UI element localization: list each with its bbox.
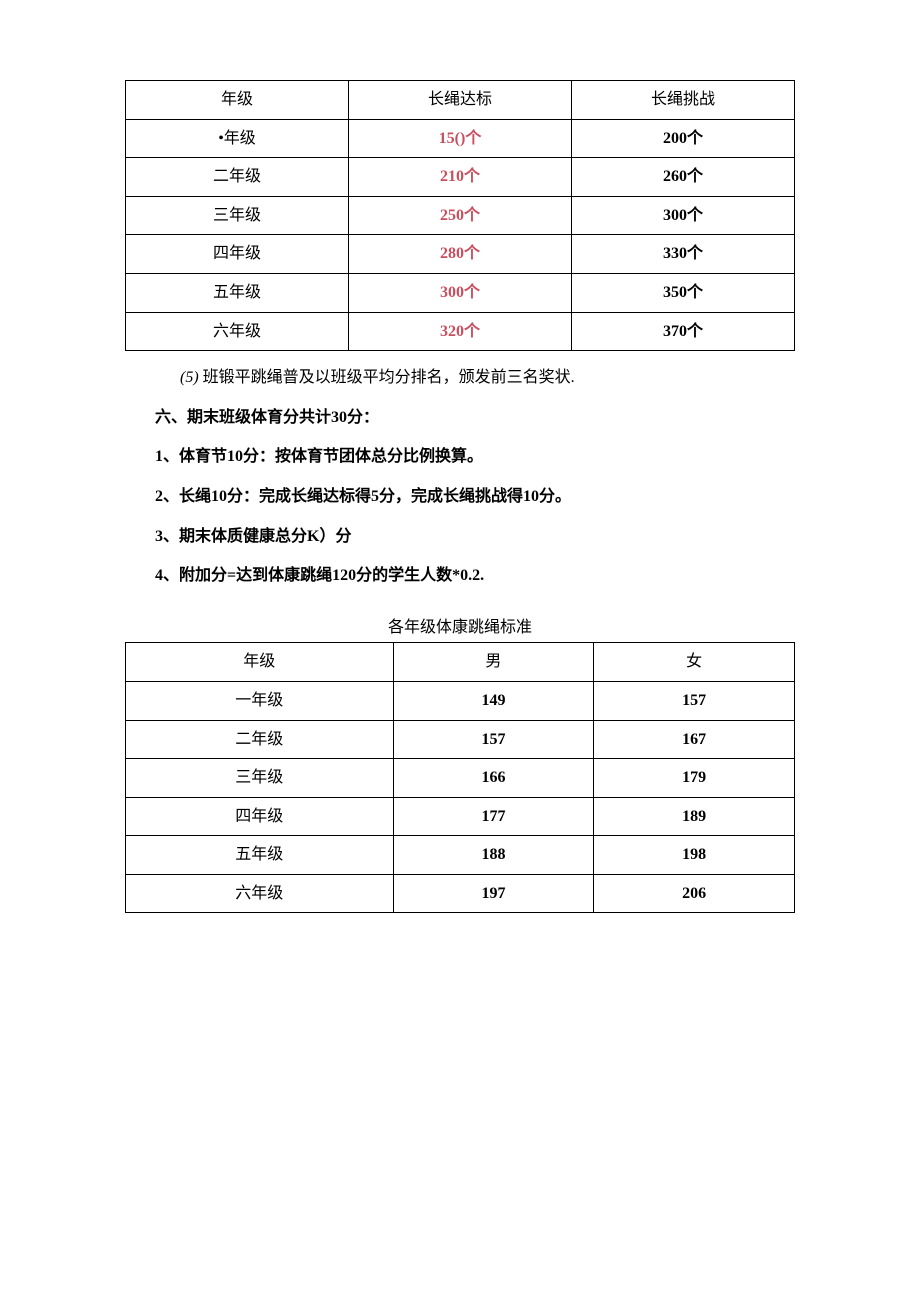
table-row: 五年级 300个 350个 bbox=[126, 273, 795, 312]
cell-challenge: 350个 bbox=[572, 273, 795, 312]
table-header-row: 年级 长绳达标 长绳挑战 bbox=[126, 81, 795, 120]
col-grade: 年级 bbox=[126, 81, 349, 120]
col-grade: 年级 bbox=[126, 643, 394, 682]
table-row: 二年级 157 167 bbox=[126, 720, 795, 759]
cell-challenge: 200个 bbox=[572, 119, 795, 158]
col-challenge: 长绳挑战 bbox=[572, 81, 795, 120]
cell-grade: 四年级 bbox=[126, 797, 394, 836]
cell-standard: 250个 bbox=[349, 196, 572, 235]
paragraph-6: 六、期末班级体育分共计30分： bbox=[155, 405, 795, 431]
cell-male: 157 bbox=[393, 720, 594, 759]
cell-standard: 210个 bbox=[349, 158, 572, 197]
col-female: 女 bbox=[594, 643, 795, 682]
paragraph-7: 1、体育节10分：按体育节团体总分比例换算。 bbox=[155, 444, 795, 470]
cell-standard: 320个 bbox=[349, 312, 572, 351]
cell-grade: 五年级 bbox=[126, 836, 394, 875]
cell-female: 157 bbox=[594, 681, 795, 720]
table-row: 五年级 188 198 bbox=[126, 836, 795, 875]
cell-male: 166 bbox=[393, 759, 594, 798]
paragraph-10: 4、附加分=达到体康跳绳120分的学生人数*0.2. bbox=[155, 563, 795, 589]
cell-male: 149 bbox=[393, 681, 594, 720]
cell-grade: •年级 bbox=[126, 119, 349, 158]
table-row: •年级 15()个 200个 bbox=[126, 119, 795, 158]
jump-rope-standard-table: 年级 男 女 一年级 149 157 二年级 157 167 三年级 166 1… bbox=[125, 642, 795, 913]
cell-grade: 五年级 bbox=[126, 273, 349, 312]
cell-grade: 一年级 bbox=[126, 681, 394, 720]
table-row: 六年级 197 206 bbox=[126, 874, 795, 913]
table-row: 三年级 250个 300个 bbox=[126, 196, 795, 235]
para5-prefix: (5) bbox=[180, 369, 203, 386]
cell-male: 197 bbox=[393, 874, 594, 913]
paragraph-8: 2、长绳10分：完成长绳达标得5分，完成长绳挑战得10分。 bbox=[155, 484, 795, 510]
cell-female: 167 bbox=[594, 720, 795, 759]
table2-title: 各年级体康跳绳标准 bbox=[125, 615, 795, 641]
cell-male: 177 bbox=[393, 797, 594, 836]
cell-challenge: 370个 bbox=[572, 312, 795, 351]
table-row: 二年级 210个 260个 bbox=[126, 158, 795, 197]
para5-body: 班锻平跳绳普及以班级平均分排名，颁发前三名奖状. bbox=[203, 369, 575, 386]
cell-grade: 六年级 bbox=[126, 874, 394, 913]
table-header-row: 年级 男 女 bbox=[126, 643, 795, 682]
cell-grade: 四年级 bbox=[126, 235, 349, 274]
cell-grade: 三年级 bbox=[126, 759, 394, 798]
col-male: 男 bbox=[393, 643, 594, 682]
cell-challenge: 330个 bbox=[572, 235, 795, 274]
cell-grade: 三年级 bbox=[126, 196, 349, 235]
table-row: 四年级 280个 330个 bbox=[126, 235, 795, 274]
cell-standard: 300个 bbox=[349, 273, 572, 312]
cell-challenge: 300个 bbox=[572, 196, 795, 235]
cell-grade: 二年级 bbox=[126, 158, 349, 197]
cell-female: 189 bbox=[594, 797, 795, 836]
paragraph-9: 3、期末体质健康总分K）分 bbox=[155, 524, 795, 550]
cell-male: 188 bbox=[393, 836, 594, 875]
rope-standard-table: 年级 长绳达标 长绳挑战 •年级 15()个 200个 二年级 210个 260… bbox=[125, 80, 795, 351]
cell-standard: 280个 bbox=[349, 235, 572, 274]
cell-grade: 二年级 bbox=[126, 720, 394, 759]
cell-standard: 15()个 bbox=[349, 119, 572, 158]
cell-female: 206 bbox=[594, 874, 795, 913]
cell-female: 179 bbox=[594, 759, 795, 798]
col-standard: 长绳达标 bbox=[349, 81, 572, 120]
cell-grade: 六年级 bbox=[126, 312, 349, 351]
table-row: 六年级 320个 370个 bbox=[126, 312, 795, 351]
paragraph-5: (5) 班锻平跳绳普及以班级平均分排名，颁发前三名奖状. bbox=[180, 365, 795, 391]
cell-challenge: 260个 bbox=[572, 158, 795, 197]
table-row: 三年级 166 179 bbox=[126, 759, 795, 798]
cell-female: 198 bbox=[594, 836, 795, 875]
table-row: 一年级 149 157 bbox=[126, 681, 795, 720]
table-row: 四年级 177 189 bbox=[126, 797, 795, 836]
